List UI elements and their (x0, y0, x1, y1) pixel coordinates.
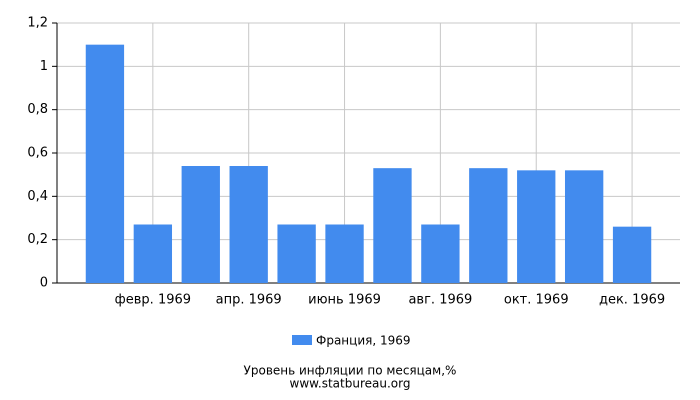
chart-title: Уровень инфляции по месяцам,% (244, 364, 457, 378)
bar (469, 168, 508, 283)
y-tick-label: 1 (40, 59, 48, 74)
x-tick-label: дек. 1969 (599, 293, 665, 308)
x-tick-label: окт. 1969 (504, 293, 569, 308)
bar (133, 224, 173, 283)
legend-label: Франция, 1969 (316, 334, 411, 348)
legend-swatch (292, 335, 312, 345)
y-tick-label: 0 (40, 276, 48, 291)
bar (277, 224, 316, 283)
bar (181, 166, 220, 283)
bar (85, 44, 125, 283)
y-tick-label: 0,8 (27, 102, 48, 117)
y-tick-label: 0,2 (27, 232, 48, 247)
bar (229, 166, 268, 283)
bar (612, 226, 652, 283)
bar (517, 170, 556, 283)
chart-subtitle: www.statbureau.org (290, 377, 411, 391)
x-tick-label: апр. 1969 (216, 293, 282, 308)
bar (421, 224, 460, 283)
bar (325, 224, 364, 283)
x-tick-label: февр. 1969 (115, 293, 191, 308)
y-tick-label: 0,6 (27, 146, 48, 161)
y-tick-label: 1,2 (27, 16, 48, 31)
x-tick-label: июнь 1969 (308, 293, 381, 308)
y-tick-label: 0,4 (27, 189, 48, 204)
bar (373, 168, 412, 283)
x-tick-label: авг. 1969 (408, 293, 472, 308)
bar (564, 170, 604, 283)
